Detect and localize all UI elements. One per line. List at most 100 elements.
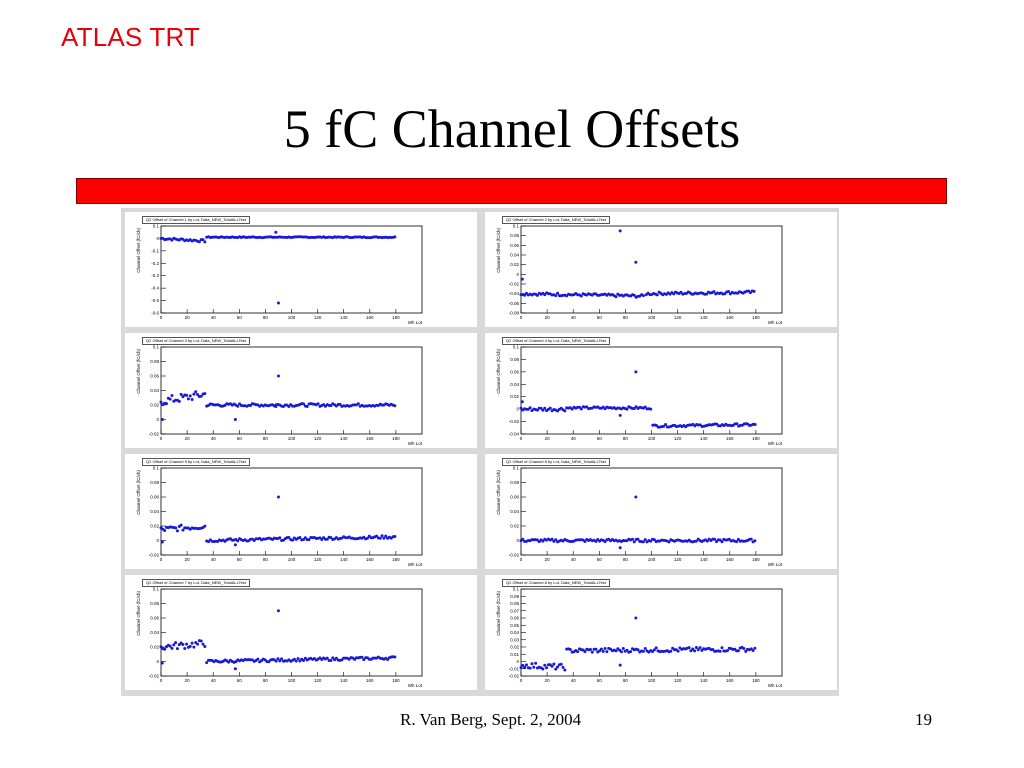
data-point bbox=[274, 659, 278, 663]
plot-canvas: 0.10.080.060.040.020-0.020 20 40 60 80 100 120… bbox=[496, 466, 783, 568]
offset-plot-channel-3: Q2 Offset of Channel 3 by Lot, Data_NEW_… bbox=[125, 333, 477, 448]
data-point bbox=[588, 647, 592, 651]
brand-label: ATLAS TRT bbox=[61, 22, 201, 52]
data-point bbox=[634, 616, 638, 620]
data-point bbox=[249, 403, 253, 407]
data-point bbox=[384, 534, 388, 538]
y-tick-label: 0.06 bbox=[510, 369, 519, 374]
data-point bbox=[705, 292, 709, 296]
x-tick-label: 100 bbox=[288, 557, 296, 562]
data-point bbox=[256, 657, 260, 661]
x-tick-label: 100 bbox=[288, 678, 296, 683]
data-point bbox=[568, 648, 572, 651]
plot-title: Q2 Offset of Channel 5 by Lot, Data_NEW_… bbox=[142, 458, 250, 466]
data-point bbox=[175, 529, 179, 533]
data-point bbox=[634, 260, 638, 264]
data-point bbox=[190, 641, 194, 645]
x-tick-label: 100 bbox=[648, 436, 656, 441]
y-tick-label: 0.04 bbox=[510, 630, 519, 635]
data-point bbox=[164, 402, 168, 406]
data-point bbox=[605, 650, 609, 654]
data-point bbox=[179, 392, 183, 396]
y-tick-label: 0.06 bbox=[510, 616, 519, 621]
x-tick-label: 140 bbox=[340, 315, 348, 320]
data-point bbox=[643, 538, 647, 542]
data-point bbox=[598, 649, 602, 653]
plot-title: Q2 Offset of Channel 7 by Lot, Data_NEW_… bbox=[142, 579, 250, 587]
data-point bbox=[543, 663, 547, 667]
y-tick-label: 0.04 bbox=[150, 509, 159, 514]
data-point bbox=[380, 534, 384, 538]
data-point bbox=[307, 538, 311, 542]
y-tick-label: 0.02 bbox=[510, 645, 519, 650]
x-tick-label: 180 bbox=[752, 557, 760, 562]
x-tick-label: 40 bbox=[211, 678, 217, 683]
y-tick-label: 0.08 bbox=[150, 480, 159, 485]
x-tick-label: 120 bbox=[674, 557, 682, 562]
y-tick-label: 0 bbox=[156, 236, 159, 241]
data-point bbox=[303, 536, 307, 540]
data-point bbox=[302, 402, 306, 406]
data-point bbox=[168, 397, 172, 401]
data-point bbox=[543, 406, 547, 410]
y-tick-label: 0 bbox=[156, 538, 159, 543]
y-tick-label: 0.1 bbox=[153, 345, 160, 350]
data-point bbox=[630, 537, 634, 541]
y-tick-label: 0.1 bbox=[513, 466, 520, 471]
x-tick-label: 160 bbox=[366, 678, 374, 683]
data-point bbox=[393, 655, 397, 659]
data-point bbox=[292, 657, 296, 661]
offset-plot-channel-7: Q2 Offset of Channel 7 by Lot, Data_NEW_… bbox=[125, 575, 477, 690]
data-point bbox=[528, 666, 532, 670]
data-point bbox=[599, 647, 603, 651]
x-tick-label: 120 bbox=[314, 678, 322, 683]
data-point bbox=[532, 665, 536, 669]
x-tick-label: 160 bbox=[726, 557, 734, 562]
x-axis-label: Wh Lot bbox=[408, 562, 423, 567]
data-point bbox=[179, 523, 183, 527]
data-point bbox=[541, 667, 545, 671]
x-tick-label: 60 bbox=[237, 678, 243, 683]
data-point bbox=[694, 646, 698, 650]
data-point bbox=[393, 534, 397, 538]
data-point bbox=[643, 647, 647, 651]
data-point bbox=[177, 399, 181, 403]
data-point bbox=[548, 406, 552, 410]
offset-plot-channel-2: Q2 Offset of Channel 2 by Lot, Data_NEW_… bbox=[485, 212, 837, 327]
data-point bbox=[320, 537, 324, 541]
data-point bbox=[519, 666, 523, 670]
data-point bbox=[641, 649, 645, 653]
data-point bbox=[625, 407, 629, 411]
x-tick-label: 140 bbox=[340, 436, 348, 441]
y-tick-label: 0 bbox=[156, 659, 159, 664]
plot-title: Q2 Offset of Channel 6 by Lot, Data_NEW_… bbox=[502, 458, 610, 466]
x-tick-label: 180 bbox=[392, 315, 400, 320]
data-point bbox=[643, 405, 647, 409]
data-point bbox=[541, 408, 545, 412]
plot-canvas: 0.1 0.08 0.06 0.04 0.02 0 -0.02 -0.04 -0.06 -0.08… bbox=[496, 224, 783, 326]
data-point bbox=[334, 656, 338, 660]
data-point bbox=[174, 526, 178, 530]
data-point bbox=[278, 536, 282, 540]
y-tick-label: 0.1 bbox=[513, 587, 520, 592]
y-tick-label: -0.02 bbox=[509, 553, 520, 558]
plot-canvas: 0.10.080.060.040.020-0.02-0.040 20 40 60 80 1… bbox=[496, 345, 783, 447]
x-tick-label: 120 bbox=[314, 557, 322, 562]
x-tick-label: 20 bbox=[545, 315, 551, 320]
y-tick-label: -0.08 bbox=[509, 311, 520, 316]
x-tick-label: 100 bbox=[288, 436, 296, 441]
x-tick-label: 120 bbox=[314, 315, 322, 320]
data-point bbox=[199, 394, 203, 398]
y-tick-label: 0.04 bbox=[150, 388, 159, 393]
data-point bbox=[192, 392, 196, 396]
data-point bbox=[654, 646, 658, 650]
data-point bbox=[636, 648, 640, 652]
data-point bbox=[188, 644, 192, 648]
plot-title: Q2 Offset of Channel 4 by Lot, Data_NEW_… bbox=[502, 337, 610, 345]
data-point bbox=[175, 647, 179, 651]
x-tick-label: 120 bbox=[674, 436, 682, 441]
y-tick-label: -0.04 bbox=[509, 291, 520, 296]
data-point bbox=[276, 301, 280, 305]
data-point bbox=[329, 536, 333, 540]
y-tick-label: 0.08 bbox=[150, 601, 159, 606]
